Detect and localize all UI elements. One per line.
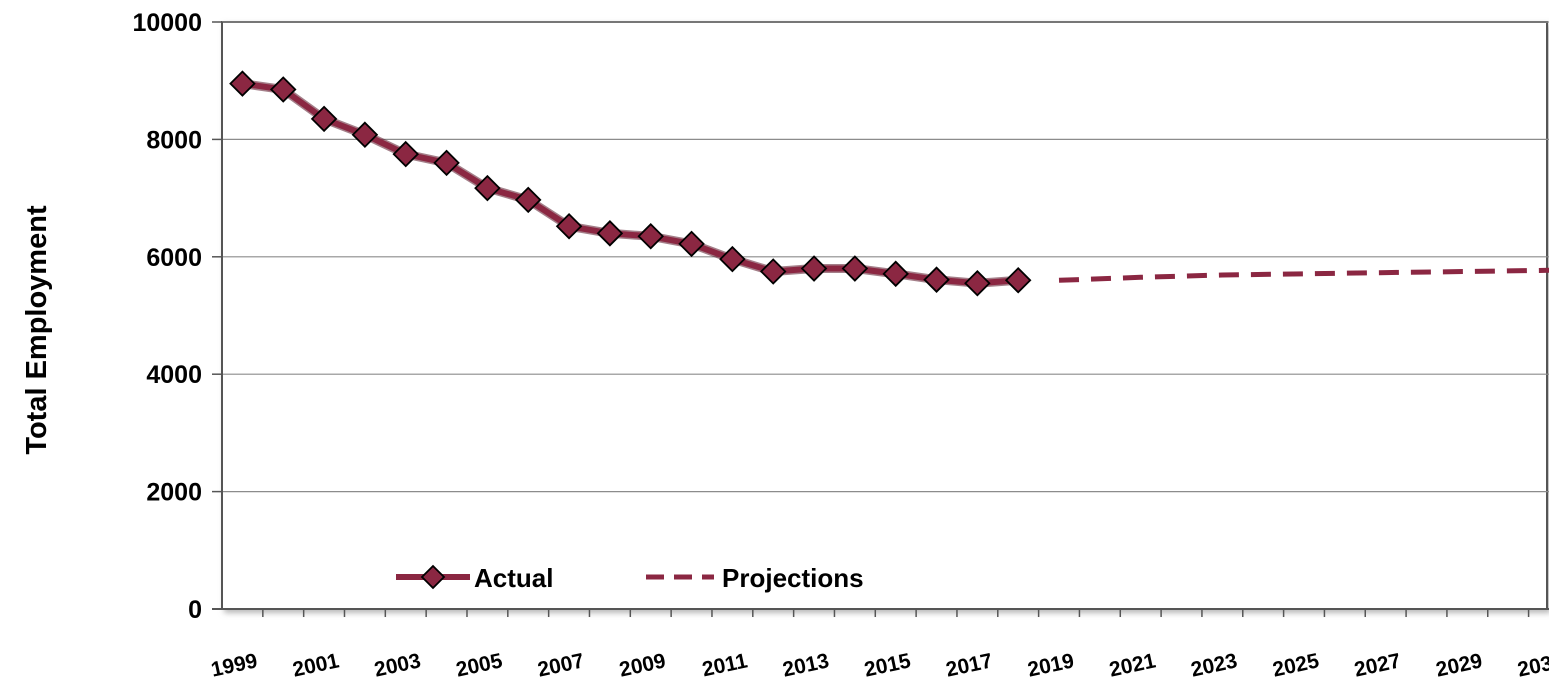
x-tick-label: 2031: [1516, 649, 1549, 681]
data-point-marker: [269, 76, 297, 103]
data-point-marker: [351, 121, 379, 148]
data-point-marker: [923, 266, 950, 293]
x-tick-label: 2029: [1434, 649, 1484, 681]
data-point-marker: [719, 245, 746, 273]
y-tick-label: 2000: [146, 479, 202, 507]
data-point-marker: [514, 186, 542, 214]
legend-marker-actual: [420, 564, 446, 590]
y-tick-label: 6000: [146, 244, 202, 272]
y-tick-label: 8000: [146, 126, 202, 154]
x-tick-label: 2001: [291, 649, 342, 681]
data-point-marker: [555, 213, 583, 240]
x-tick-label: 2019: [1026, 649, 1076, 681]
y-axis-title: Total Employment: [21, 205, 53, 455]
x-tick-label: 2007: [536, 649, 586, 681]
data-point-marker: [1004, 267, 1032, 294]
data-point-marker: [759, 258, 787, 285]
x-tick-label: 2003: [372, 649, 422, 681]
x-tick-label: 2013: [781, 649, 831, 681]
x-tick-label: 1999: [209, 649, 259, 681]
series-line-projections: [1058, 267, 1549, 283]
y-tick-label: 0: [188, 596, 202, 624]
data-point-marker: [964, 269, 991, 297]
data-point-marker: [229, 70, 256, 97]
data-point-marker: [841, 255, 869, 282]
y-tick-label: 10000: [132, 9, 202, 37]
x-tick-label: 2011: [700, 649, 750, 681]
plot-area: [221, 21, 1548, 610]
data-point-marker: [882, 260, 909, 288]
x-tick-label: 2015: [862, 649, 913, 681]
x-tick-label: 2023: [1189, 649, 1239, 681]
data-point-marker: [678, 230, 705, 258]
data-point-marker: [637, 222, 664, 250]
data-point-marker: [392, 140, 420, 168]
data-point-marker: [800, 255, 828, 282]
legend-label-actual: Actual: [474, 563, 553, 593]
x-tick-label: 2027: [1352, 649, 1402, 681]
x-tick-label: 2005: [454, 649, 505, 681]
y-tick-label: 4000: [146, 361, 202, 389]
x-tick-label: 2009: [617, 649, 667, 681]
data-point-marker: [433, 149, 460, 177]
data-point-marker: [596, 220, 624, 247]
x-tick-label: 2017: [944, 649, 994, 681]
x-tick-label: 2021: [1107, 649, 1158, 681]
data-point-marker: [474, 174, 501, 202]
data-point-marker: [310, 105, 338, 133]
x-tick-label: 2025: [1271, 649, 1322, 681]
legend-label-projections: Projections: [722, 563, 864, 593]
